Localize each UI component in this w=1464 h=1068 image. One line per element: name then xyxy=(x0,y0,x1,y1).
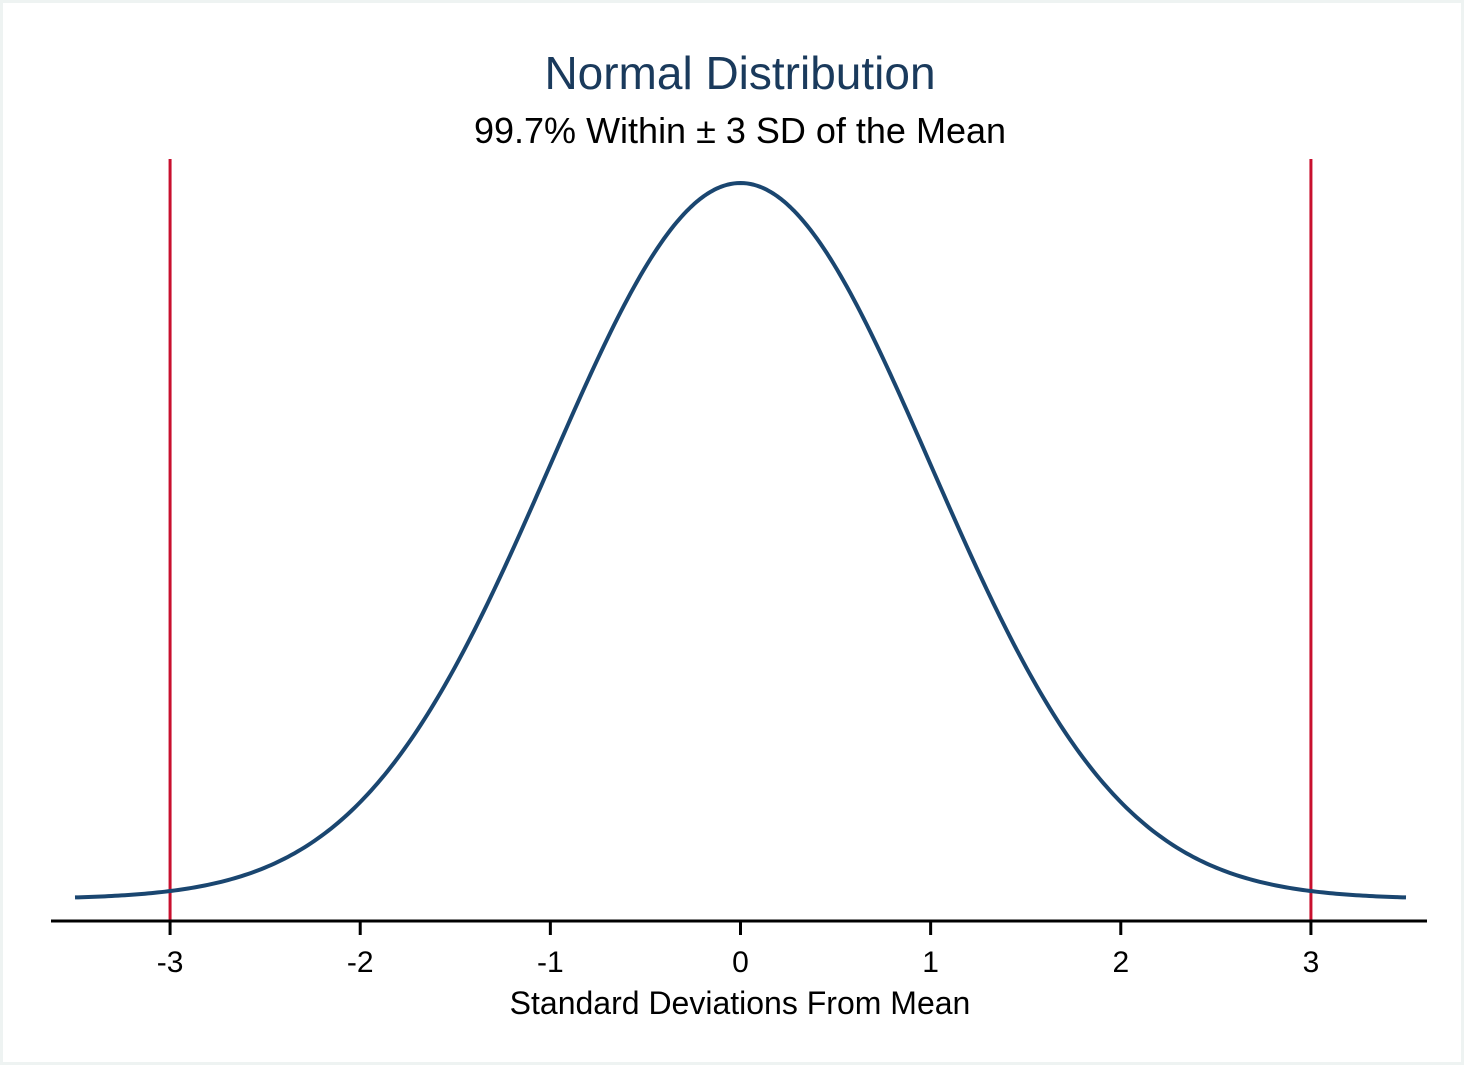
x-tick-label: 3 xyxy=(1303,946,1320,979)
x-tick-label: 0 xyxy=(732,946,749,979)
x-tick-label: -1 xyxy=(537,946,564,979)
reference-lines xyxy=(168,159,1313,921)
x-tick-label: -2 xyxy=(347,946,374,979)
chart-title: Normal Distribution xyxy=(544,47,935,99)
x-axis-label: Standard Deviations From Mean xyxy=(510,985,971,1021)
x-tick-label: 1 xyxy=(922,946,939,979)
x-tick-label: -3 xyxy=(157,946,184,979)
chart-svg: Normal Distribution 99.7% Within ± 3 SD … xyxy=(51,47,1427,1021)
x-tick-label: 2 xyxy=(1112,946,1129,979)
x-axis-ticks: -3 -2 -1 0 1 2 3 xyxy=(157,921,1320,979)
chart-subtitle: 99.7% Within ± 3 SD of the Mean xyxy=(474,110,1006,151)
normal-curve xyxy=(74,181,1407,900)
